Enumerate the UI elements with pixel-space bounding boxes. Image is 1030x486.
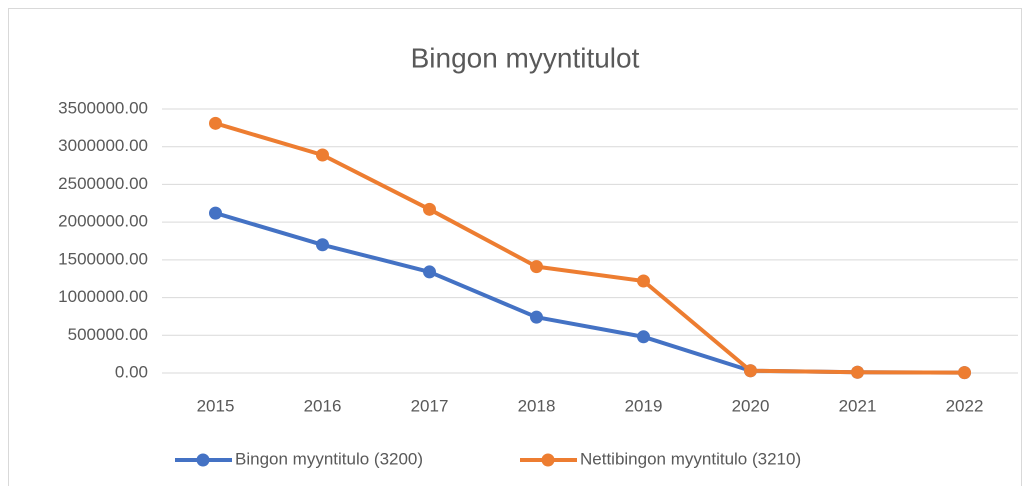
data-point [316,238,329,252]
x-tick-label: 2020 [732,396,770,415]
y-tick-label: 1000000.00 [58,287,148,306]
x-tick-label: 2021 [839,396,877,415]
chart-border [8,8,1022,486]
data-point [316,148,329,162]
data-point [637,330,650,344]
y-tick-label: 0.00 [115,362,148,381]
y-tick-label: 2500000.00 [58,174,148,193]
y-tick-label: 1500000.00 [58,249,148,268]
y-tick-label: 3500000.00 [58,98,148,117]
y-tick-label: 2000000.00 [58,212,148,231]
x-tick-label: 2016 [304,396,342,415]
x-tick-label: 2018 [518,396,556,415]
y-tick-label: 500000.00 [68,325,148,344]
data-point [530,310,543,324]
x-tick-label: 2019 [625,396,663,415]
data-point [423,265,436,279]
data-point [744,364,757,378]
chart-title: Bingon myyntitulot [411,42,640,73]
data-point [958,366,971,380]
legend-marker [541,453,555,467]
legend-label: Nettibingon myyntitulo (3210) [580,449,801,468]
data-point [851,365,864,379]
data-point [209,116,222,130]
data-point [637,274,650,288]
y-tick-label: 3000000.00 [58,136,148,155]
legend-marker [196,453,210,467]
data-point [423,202,436,216]
x-tick-label: 2015 [197,396,235,415]
data-point [530,260,543,274]
x-tick-label: 2022 [946,396,984,415]
legend-label: Bingon myyntitulo (3200) [235,449,423,468]
series-line [214,121,965,375]
x-tick-label: 2017 [411,396,449,415]
data-point [209,206,222,220]
